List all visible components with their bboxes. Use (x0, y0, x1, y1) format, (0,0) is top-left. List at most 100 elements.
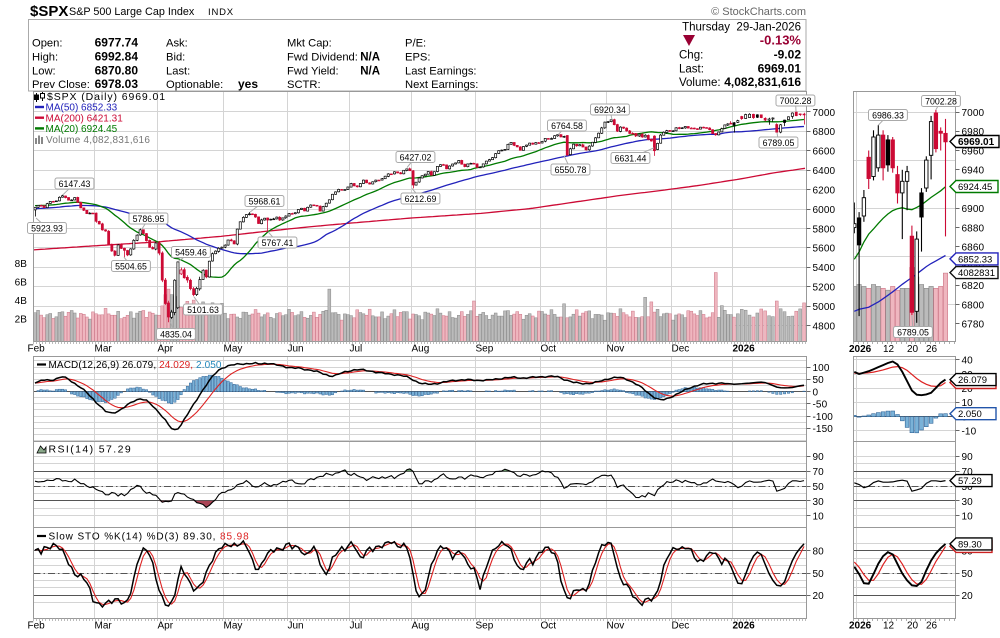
svg-text:Mar: Mar (95, 344, 113, 355)
svg-text:Next Earnings:: Next Earnings: (405, 79, 478, 91)
svg-text:4082831: 4082831 (958, 268, 995, 279)
svg-text:12: 12 (883, 344, 895, 355)
svg-text:6969.01: 6969.01 (958, 137, 995, 148)
svg-text:4835.04: 4835.04 (160, 329, 192, 339)
svg-text:2.050: 2.050 (958, 409, 982, 420)
svg-text:20: 20 (962, 591, 974, 602)
svg-text:-9.02: -9.02 (774, 47, 802, 61)
svg-text:2026: 2026 (733, 621, 756, 632)
svg-text:20: 20 (962, 384, 974, 395)
svg-text:6969.01: 6969.01 (758, 61, 802, 75)
svg-text:7000: 7000 (813, 108, 836, 119)
svg-text:Bid:: Bid: (166, 52, 185, 64)
svg-text:10: 10 (962, 512, 974, 523)
svg-text:Fwd Dividend:: Fwd Dividend: (287, 52, 358, 64)
svg-text:26: 26 (926, 344, 938, 355)
svg-text:50: 50 (813, 569, 825, 580)
svg-text:6427.02: 6427.02 (400, 152, 432, 162)
svg-text:High:: High: (32, 52, 58, 64)
svg-text:6980: 6980 (962, 127, 985, 138)
svg-text:5800: 5800 (813, 224, 836, 235)
svg-text:Mar: Mar (95, 621, 113, 632)
svg-text:100: 100 (813, 363, 830, 374)
svg-text:Prev Close:: Prev Close: (32, 79, 90, 91)
svg-text:2026: 2026 (849, 621, 872, 632)
svg-text:6852.33: 6852.33 (958, 254, 992, 265)
svg-text:50: 50 (813, 482, 825, 493)
svg-text:90: 90 (813, 452, 825, 463)
svg-text:$SPX: $SPX (30, 3, 68, 20)
svg-text:MACD(12,26,9) 26.079, 24.029,: MACD(12,26,9) 26.079, 24.029, 2.050 (49, 360, 222, 371)
svg-text:6764.58: 6764.58 (551, 121, 583, 131)
svg-text:Last:: Last: (679, 63, 704, 75)
svg-text:6200: 6200 (813, 186, 836, 197)
svg-text:2026: 2026 (733, 344, 756, 355)
svg-text:7002.28: 7002.28 (925, 96, 957, 106)
svg-text:12: 12 (883, 621, 895, 632)
svg-text:May: May (224, 344, 243, 355)
svg-text:5459.46: 5459.46 (175, 247, 207, 257)
svg-text:4800: 4800 (813, 321, 836, 332)
svg-text:6147.43: 6147.43 (59, 179, 91, 189)
svg-text:50: 50 (813, 375, 825, 386)
svg-text:Jun: Jun (288, 621, 304, 632)
svg-text:6B: 6B (15, 278, 28, 289)
svg-text:5400: 5400 (813, 263, 836, 274)
svg-text:5200: 5200 (813, 283, 836, 294)
svg-text:6924.45: 6924.45 (958, 182, 992, 193)
svg-text:6780: 6780 (962, 320, 985, 331)
svg-text:RSI(14) 57.29: RSI(14) 57.29 (49, 444, 133, 456)
svg-text:Oct: Oct (541, 621, 557, 632)
svg-text:6986.33: 6986.33 (872, 110, 904, 120)
svg-text:Nov: Nov (607, 344, 625, 355)
svg-text:10: 10 (962, 398, 974, 409)
svg-text:6212.69: 6212.69 (405, 194, 437, 204)
svg-text:6900: 6900 (962, 204, 985, 215)
svg-text:May: May (224, 621, 243, 632)
svg-text:2026: 2026 (849, 344, 872, 355)
svg-text:6880: 6880 (962, 223, 985, 234)
svg-text:Oct: Oct (541, 344, 557, 355)
svg-text:5504.65: 5504.65 (115, 261, 147, 271)
svg-text:26.079: 26.079 (958, 375, 987, 386)
svg-text:5600: 5600 (813, 244, 836, 255)
svg-text:INDX: INDX (208, 7, 234, 18)
svg-text:MA(200) 6421.31: MA(200) 6421.31 (46, 113, 124, 124)
svg-text:50: 50 (962, 569, 974, 580)
svg-text:-10: -10 (962, 427, 977, 438)
svg-text:Open:: Open: (32, 38, 62, 50)
svg-text:5000: 5000 (813, 302, 836, 313)
svg-text:MA(20) 6924.45: MA(20) 6924.45 (46, 124, 118, 135)
svg-text:6000: 6000 (813, 205, 836, 216)
svg-text:Last Earnings:: Last Earnings: (405, 66, 477, 78)
svg-text:Thursday 29-Jan-2026: Thursday 29-Jan-2026 (682, 22, 801, 34)
svg-text:5786.95: 5786.95 (133, 214, 165, 224)
svg-text:Sep: Sep (476, 344, 494, 355)
svg-text:Volume 4,082,831,616: Volume 4,082,831,616 (46, 135, 150, 146)
svg-text:Volume:: Volume: (679, 77, 721, 89)
svg-text:6789.05: 6789.05 (897, 327, 929, 337)
svg-text:SCTR:: SCTR: (287, 79, 321, 91)
svg-text:5923.93: 5923.93 (31, 223, 63, 233)
svg-text:0: 0 (813, 387, 819, 398)
svg-text:-150: -150 (813, 424, 834, 435)
svg-text:6870.80: 6870.80 (95, 64, 139, 78)
svg-text:7000: 7000 (962, 108, 985, 119)
svg-text:6820: 6820 (962, 281, 985, 292)
svg-text:20: 20 (813, 591, 825, 602)
svg-text:Apr: Apr (158, 344, 174, 355)
svg-text:6940: 6940 (962, 166, 985, 177)
svg-text:5968.61: 5968.61 (249, 196, 281, 206)
svg-text:5767.41: 5767.41 (262, 238, 294, 248)
svg-text:Jul: Jul (350, 621, 363, 632)
svg-text:89.30: 89.30 (958, 539, 982, 550)
svg-text:6631.44: 6631.44 (615, 153, 647, 163)
svg-text:Fwd Yield:: Fwd Yield: (287, 66, 339, 78)
svg-text:MA(50) 6852.33: MA(50) 6852.33 (46, 103, 118, 114)
svg-text:Last:: Last: (166, 66, 190, 78)
svg-text:© StockCharts.com: © StockCharts.com (711, 6, 806, 18)
svg-text:Aug: Aug (412, 344, 430, 355)
svg-text:20: 20 (907, 621, 919, 632)
svg-text:6977.74: 6977.74 (95, 36, 139, 50)
svg-text:Dec: Dec (672, 621, 690, 632)
